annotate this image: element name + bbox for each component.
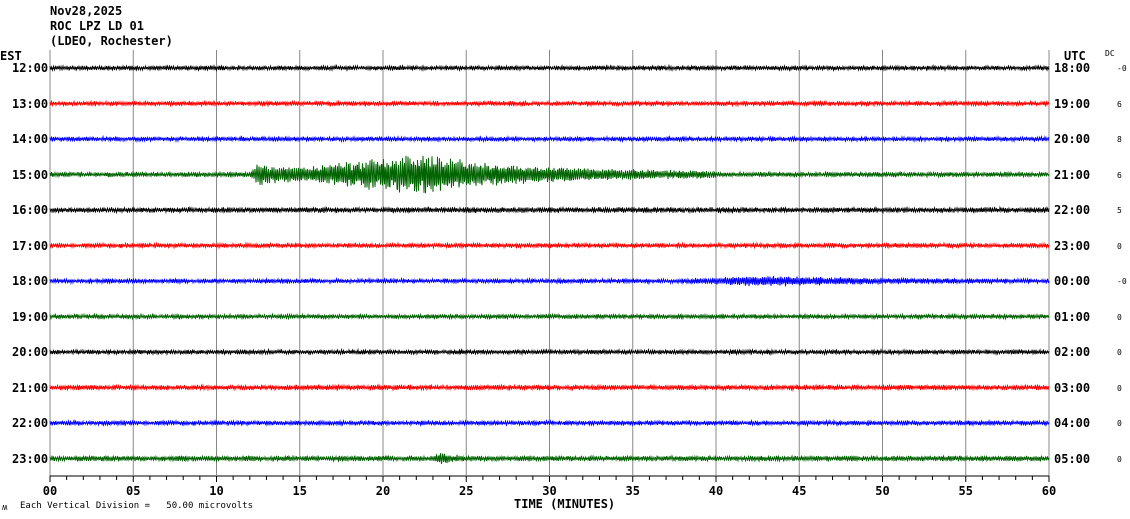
seismic-trace-1800 [49,276,1050,287]
dc-value: 0 [1117,419,1122,428]
seismic-trace-2200 [49,418,1050,428]
x-tick-label: 10 [209,484,224,498]
dc-value: 5 [1117,206,1122,215]
seismic-trace-1500 [49,155,1050,194]
utc-time-label: 23:00 [1054,238,1091,253]
est-time-label: 20:00 [12,345,49,359]
seismic-trace-1900 [49,312,1050,321]
dc-value: 8 [1117,135,1122,144]
dc-value: 6 [1117,99,1122,109]
dc-value: 0 [1117,312,1122,322]
header-location: (LDEO, Rochester) [50,34,173,48]
x-tick-label: 50 [875,484,890,498]
utc-axis-label: UTC [1064,49,1086,63]
seismic-trace-1300 [49,99,1050,108]
est-time-label: 12:00 [12,61,49,75]
dc-label: DC [1105,49,1115,58]
x-tick-label: 20 [375,484,391,498]
x-tick-label: 55 [958,484,973,498]
est-time-label: 18:00 [12,274,49,288]
utc-time-label: 05:00 [1054,451,1091,466]
seismic-trace-1600 [49,205,1050,215]
seismic-trace-1400 [49,134,1050,144]
seismic-trace-1200 [49,63,1050,73]
seismic-trace-2000 [49,347,1050,357]
dc-value: 6 [1117,170,1122,180]
est-time-label: 16:00 [12,203,49,217]
x-tick-label: 35 [625,484,640,498]
est-time-label: 23:00 [12,451,49,466]
x-tick-label: 30 [542,484,557,498]
x-tick-label: 60 [1041,484,1057,498]
dc-value: -0 [1117,64,1127,73]
utc-time-label: 22:00 [1054,203,1091,217]
x-tick-label: 15 [292,484,307,498]
x-tick-label: 00 [42,484,58,498]
scale-text: Each Vertical Division = 50.00 microvolt… [20,501,253,511]
x-tick-label: 05 [126,484,141,498]
utc-time-label: 01:00 [1054,309,1091,324]
x-tick-label: 45 [792,484,807,498]
utc-time-label: 18:00 [1054,61,1091,75]
est-time-label: 17:00 [12,238,49,253]
dc-value: -0 [1117,277,1127,286]
dc-value: 0 [1117,348,1122,357]
utc-time-label: 03:00 [1054,380,1091,395]
utc-time-label: 00:00 [1054,274,1091,288]
x-axis-title: TIME (MINUTES) [514,497,616,511]
utc-time-label: 21:00 [1054,167,1091,182]
utc-time-label: 20:00 [1054,132,1091,146]
est-time-label: 19:00 [12,309,49,324]
utc-time-label: 19:00 [1054,96,1091,111]
seismic-trace-1700 [49,241,1050,250]
seismic-trace-2100 [49,383,1050,392]
est-axis-label: EST [0,49,22,63]
est-time-label: 22:00 [12,416,49,430]
seismic-trace-2300 [49,453,1050,464]
header-date: Nov28,2025 [50,4,123,18]
x-tick-label: 40 [708,484,724,498]
scale-icon: ʍ [2,503,8,513]
est-time-label: 21:00 [12,380,49,395]
est-time-label: 14:00 [12,132,49,146]
est-time-label: 13:00 [12,96,49,111]
dc-value: 0 [1117,383,1122,393]
est-time-label: 15:00 [12,167,49,182]
header-station: ROC LPZ LD 01 [50,19,144,33]
dc-value: 0 [1117,241,1122,251]
x-tick-label: 25 [459,484,474,498]
utc-time-label: 04:00 [1054,416,1091,430]
dc-value: 0 [1117,454,1122,464]
utc-time-label: 02:00 [1054,345,1091,359]
